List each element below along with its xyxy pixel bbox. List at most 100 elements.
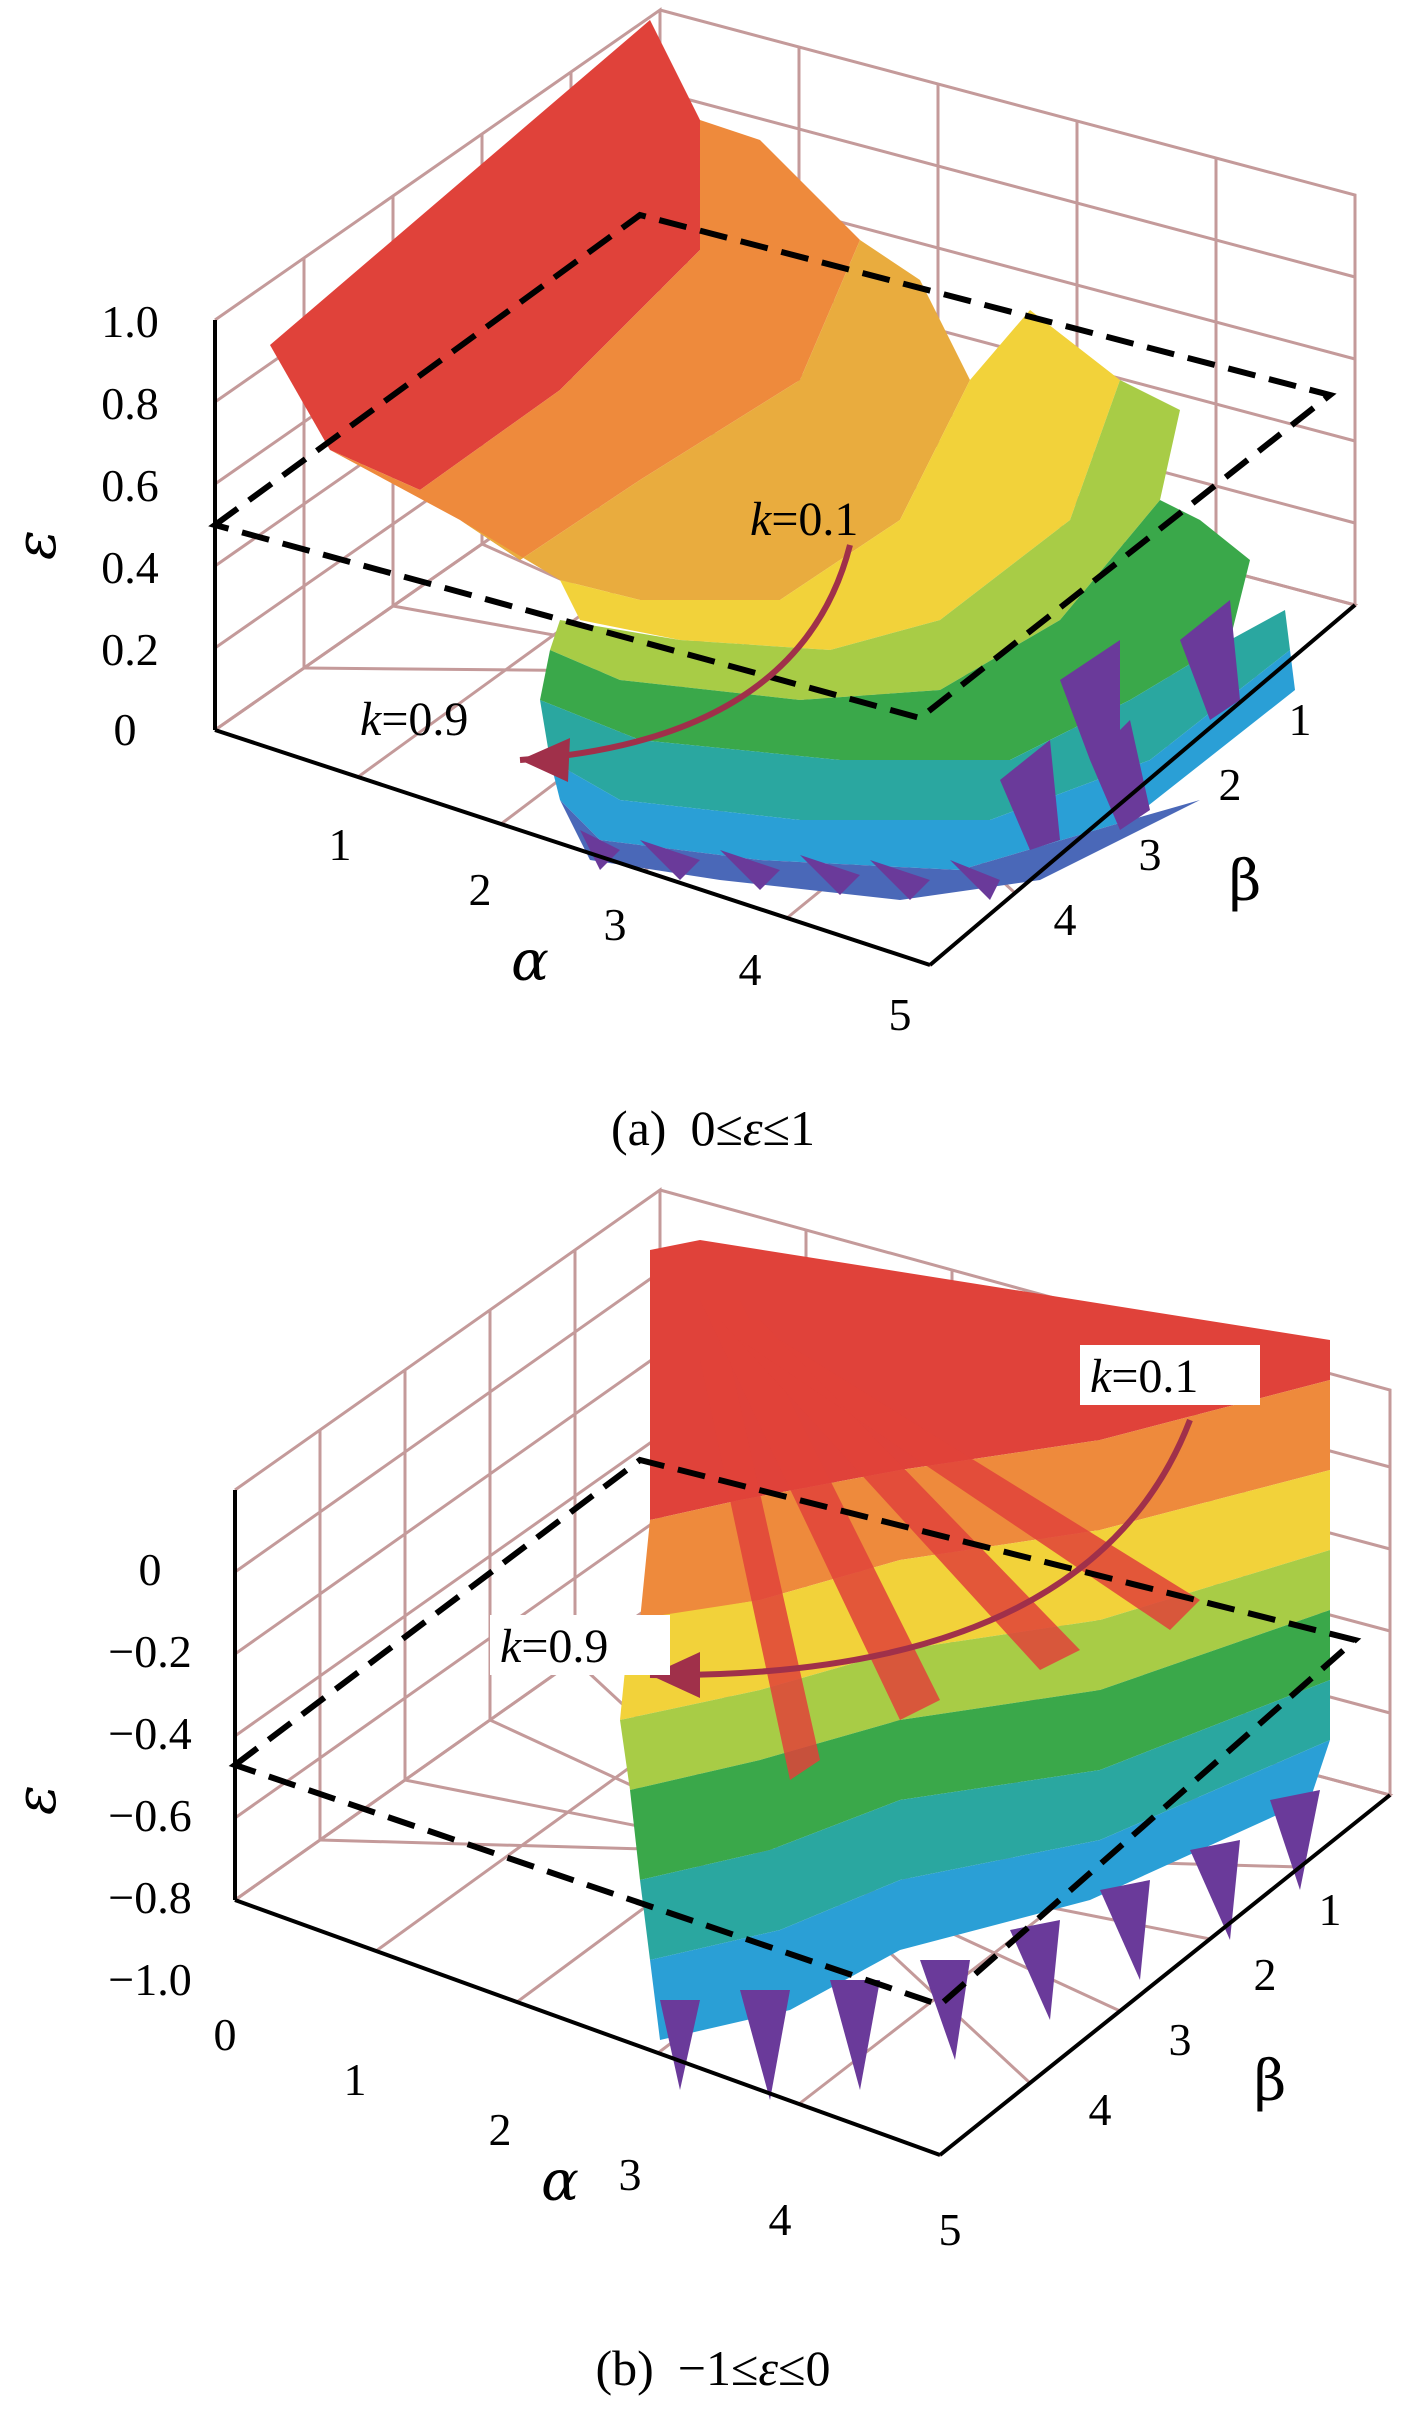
alpha-tick-label: 1	[344, 2054, 367, 2105]
surface-band-red	[650, 1240, 1330, 1520]
panel-a-alpha-axis-label: α	[511, 929, 549, 994]
k-value: =0.1	[771, 493, 858, 546]
panel-b-axes	[233, 1490, 1392, 2157]
panel-a-beta-axis-label: β	[1229, 849, 1261, 914]
z-tick-label: 0	[114, 704, 137, 755]
z-tick-label: −0.6	[108, 1790, 191, 1841]
panel-a-alpha-ticks: 1 2 3 4 5	[329, 819, 912, 1040]
panel-b-caption: (b) −1≤ε≤0	[595, 2340, 830, 2396]
z-tick-label: 0.6	[101, 460, 159, 511]
panel-b-annotation-k01: k=0.1	[1090, 1350, 1198, 1403]
surface-spike	[660, 2000, 700, 2090]
k-value: =0.9	[381, 693, 468, 746]
caption-right: ≤0	[778, 2340, 830, 2396]
panel-b-k-arrow	[649, 1418, 1193, 1679]
surface-band-yellow	[560, 310, 1120, 650]
alpha-tick-label: 4	[769, 2194, 792, 2245]
surface-spike	[1180, 600, 1240, 720]
panel-a-k-arrow	[519, 544, 853, 763]
surface-spike	[830, 1980, 880, 2090]
beta-tick-label: 1	[1319, 1884, 1342, 1935]
panel-a-annotation-k01: k=0.1	[750, 493, 858, 546]
k-value: =0.1	[1111, 1350, 1198, 1403]
beta-tick-label: 1	[1289, 694, 1312, 745]
surface-streak	[720, 1320, 1080, 1670]
panel-b-annotation-k09-box	[490, 1615, 670, 1675]
panel-b-dashed-plane	[228, 1456, 1362, 2009]
alpha-tick-label: 3	[619, 2149, 642, 2200]
panel-b-z-ticks: 0 −0.2 −0.4 −0.6 −0.8 −1.0	[108, 1544, 191, 2005]
surface-spike	[1060, 640, 1120, 760]
z-tick-label: −0.4	[108, 1708, 191, 1759]
alpha-tick-label: 2	[489, 2104, 512, 2155]
surface-spike	[870, 860, 930, 900]
alpha-tick-label: 1	[329, 819, 352, 870]
surface-spike	[1270, 1790, 1320, 1890]
z-tick-label: 0	[139, 1544, 162, 1595]
surface-spike	[950, 860, 1000, 900]
panel-a-surface	[270, 20, 1295, 900]
panel-b-annotation-k01-box	[1080, 1345, 1260, 1405]
surface-spike	[1000, 740, 1060, 850]
surface-spike	[1090, 720, 1150, 830]
caption-label: (a)	[611, 1100, 667, 1156]
caption-symbol: ε	[743, 1100, 763, 1156]
surface-band-teal	[640, 1680, 1330, 1960]
surface-band-gold	[460, 240, 970, 600]
alpha-tick-label: 5	[889, 989, 912, 1040]
panel-a-arrowhead	[520, 738, 570, 782]
panel-a-beta-ticks: 1 2 3 4	[1054, 694, 1312, 945]
surface-streak	[700, 1360, 820, 1780]
beta-tick-label: 3	[1169, 2014, 1192, 2065]
panel-b-beta-axis-label: β	[1254, 2049, 1286, 2114]
beta-tick-label: 2	[1219, 759, 1242, 810]
panel-b-alpha-ticks: 0 1 2 3 4 5	[214, 2009, 962, 2255]
surface-band-indigo	[560, 800, 1200, 900]
z-tick-label: −0.8	[108, 1872, 191, 1923]
surface-spike	[740, 1990, 790, 2100]
panel-a-caption: (a) 0≤ε≤1	[611, 1100, 815, 1156]
beta-tick-label: 4	[1089, 2084, 1112, 2135]
caption-symbol: ε	[758, 2340, 778, 2396]
surface-band-orange	[330, 120, 860, 560]
beta-tick-label: 2	[1254, 1949, 1277, 2000]
caption-left: 0≤	[690, 1100, 742, 1156]
k-symbol: k	[360, 693, 383, 746]
panel-b-z-axis-label: ε	[4, 1785, 69, 1815]
k-symbol: k	[750, 493, 773, 546]
surface-spike	[640, 840, 700, 880]
panel-b-beta-ticks: 1 2 3 4	[1089, 1884, 1342, 2135]
surface-spike	[800, 855, 860, 895]
z-tick-label: −0.2	[108, 1626, 191, 1677]
caption-label: (b)	[595, 2340, 653, 2396]
k-symbol: k	[500, 1620, 523, 1673]
z-tick-label: 0.8	[101, 378, 159, 429]
surface-spike	[1100, 1880, 1150, 1980]
surface-spike	[720, 850, 780, 890]
alpha-tick-label: 2	[469, 864, 492, 915]
panel-b-alpha-axis-label: α	[541, 2149, 579, 2214]
panel-a-annotation-k09: k=0.9	[360, 693, 468, 746]
panel-a-dashed-plane	[208, 211, 1337, 722]
k-symbol: k	[1090, 1350, 1113, 1403]
panel-b-surface	[620, 1240, 1330, 2100]
surface-spike	[1190, 1840, 1240, 1940]
z-tick-label: 0.2	[101, 624, 159, 675]
panel-b-arrowhead	[650, 1652, 700, 1698]
surface-band-blue	[650, 1740, 1330, 2040]
surface-spike	[920, 1960, 970, 2060]
panel-b: 0 −0.2 −0.4 −0.6 −0.8 −1.0 ε 0 1 2 3 4 5…	[4, 1187, 1394, 2396]
surface-streak	[740, 1340, 1200, 1630]
surface-streak	[700, 1300, 940, 1720]
k-value: =0.9	[521, 1620, 608, 1673]
beta-tick-label: 3	[1139, 829, 1162, 880]
surface-band-green	[630, 1610, 1330, 1880]
z-tick-label: 0.4	[101, 542, 159, 593]
alpha-tick-label: 4	[739, 944, 762, 995]
alpha-tick-label: 5	[939, 2204, 962, 2255]
surface-band-red	[270, 20, 700, 490]
surface-band-lightgreen	[550, 380, 1180, 700]
panel-a: 0 0.2 0.4 0.6 0.8 1.0 ε 1 2 3 4 5 α 1 2 …	[4, 7, 1359, 1156]
alpha-tick-label: 3	[604, 899, 627, 950]
